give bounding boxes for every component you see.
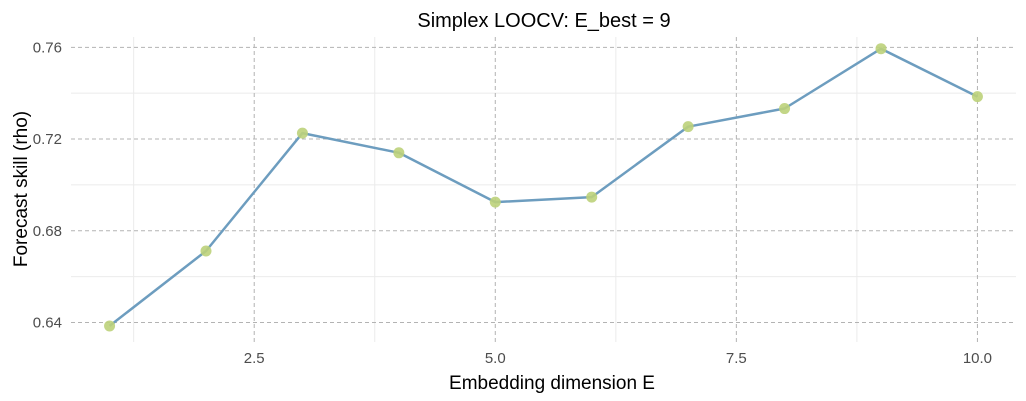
data-point [779,103,791,115]
x-axis-title: Embedding dimension E [449,373,655,394]
data-point [682,121,694,133]
series-layer [104,43,983,332]
y-tick-label: 0.72 [33,131,62,148]
data-point [104,320,116,332]
x-axis-ticks: 2.5 5.0 7.5 10.0 [244,350,992,367]
series-line [108,47,978,327]
y-axis-title: Forecast skill (rho) [11,111,32,267]
y-tick-label: 0.68 [33,223,62,240]
y-axis-ticks: 0.64 0.68 0.72 0.76 [33,39,62,331]
x-tick-label: 10.0 [963,350,992,367]
data-point [393,147,405,159]
y-tick-label: 0.76 [33,39,62,56]
x-tick-label: 2.5 [244,350,265,367]
data-point [200,245,212,257]
x-tick-label: 7.5 [726,350,747,367]
data-point [489,196,501,208]
data-point [296,127,308,139]
x-tick-label: 5.0 [485,350,506,367]
data-point [875,43,887,55]
data-point [971,91,983,103]
y-tick-label: 0.64 [33,315,62,332]
minor-gridlines [71,37,1016,342]
plot-area [71,37,1016,342]
data-point [586,191,598,203]
major-gridlines [71,37,1016,342]
chart-title: Simplex LOOCV: E_best = 9 [417,10,670,32]
